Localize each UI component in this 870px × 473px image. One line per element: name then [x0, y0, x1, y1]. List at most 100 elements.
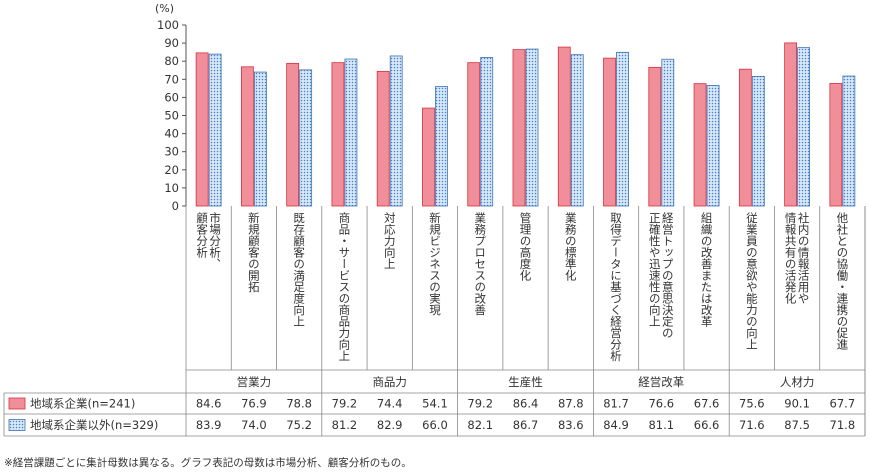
- data-value-label: 83.6: [558, 418, 584, 432]
- data-value-label: 84.6: [196, 397, 222, 411]
- y-tick-label: 80: [164, 54, 179, 68]
- group-label: 経営改革: [638, 375, 684, 389]
- bar-series-1: [376, 70, 390, 207]
- bar-series-2: [706, 85, 720, 207]
- category-label: 組織の改善または改革: [700, 212, 714, 327]
- bar-series-2: [299, 69, 313, 207]
- category-label: 社内の情報活用や: [797, 211, 811, 304]
- y-tick-label: 100: [157, 18, 179, 32]
- category-label: 業務の標準化: [564, 212, 578, 282]
- series-name-label: 地域系企業(n=241): [30, 397, 135, 411]
- bar-series-1: [512, 49, 526, 207]
- legend-swatch-series-2: [8, 419, 26, 431]
- category-label: 市場分析、: [208, 211, 222, 269]
- category-label: 経営トップの意思決定の: [661, 212, 675, 339]
- category-label: 業務プロセスの改善: [473, 212, 487, 316]
- y-tick-label: 10: [164, 181, 179, 195]
- data-value-label: 79.2: [332, 397, 358, 411]
- bar-series-2: [751, 76, 765, 207]
- y-unit-label: (%): [155, 2, 174, 15]
- data-value-label: 71.8: [830, 418, 856, 432]
- group-label: 生産性: [508, 375, 543, 389]
- category-label: 新規顧客の開拓: [247, 211, 261, 292]
- data-value-label: 75.2: [286, 418, 312, 432]
- category-label: 取得データに基づく経営分析: [609, 212, 623, 362]
- category-label: 従業員の意欲や能力の向上: [745, 212, 759, 350]
- y-tick-label: 60: [164, 90, 179, 104]
- bar-series-1: [648, 66, 662, 207]
- data-value-label: 79.2: [467, 397, 493, 411]
- footnote: ※経営課題ごとに集計母数は異なる。グラフ表記の母数は市場分析、顧客分析のもの。: [4, 457, 412, 469]
- bar-series-2: [208, 53, 222, 207]
- bar-series-1: [286, 62, 300, 207]
- bar-series-1: [784, 42, 797, 207]
- y-tick-label: 30: [164, 145, 179, 159]
- bar-series-2: [842, 75, 856, 207]
- category-label: 対応力向上: [383, 211, 397, 269]
- data-value-label: 87.8: [558, 397, 584, 411]
- data-value-label: 86.4: [513, 397, 539, 411]
- bar-series-1: [467, 62, 481, 207]
- bar-series-1: [557, 46, 571, 207]
- group-label: 人材力: [780, 375, 815, 389]
- data-value-label: 82.1: [467, 418, 493, 432]
- data-value-label: 81.2: [332, 418, 358, 432]
- data-value-label: 86.7: [513, 418, 539, 432]
- data-value-label: 75.6: [739, 397, 765, 411]
- y-tick-label: 50: [164, 109, 179, 123]
- data-value-label: 66.6: [694, 418, 720, 432]
- legend-swatch-series-1: [8, 397, 26, 410]
- bar-series-2: [389, 55, 403, 207]
- category-label: 正確性や迅速性の向上: [648, 212, 662, 327]
- bar-series-2: [616, 51, 629, 207]
- data-value-label: 83.9: [196, 418, 222, 432]
- y-tick-label: 90: [164, 36, 179, 50]
- category-label: 顧客分析: [195, 211, 209, 259]
- series-name-label: 地域系企業以外(n=329): [30, 418, 158, 432]
- bar-series-2: [435, 86, 448, 207]
- category-label: 新規ビジネスの実現: [428, 211, 442, 316]
- bar-series-2: [253, 71, 267, 207]
- data-value-label: 81.7: [603, 397, 629, 411]
- bar-series-1: [603, 57, 616, 207]
- bar-series-1: [195, 52, 209, 207]
- data-value-label: 66.0: [422, 418, 448, 432]
- bar-series-2: [661, 58, 675, 207]
- data-value-label: 76.9: [241, 397, 267, 411]
- group-label: 営業力: [237, 375, 272, 389]
- y-tick-label: 0: [172, 199, 179, 213]
- bar-series-1: [738, 68, 752, 207]
- bar-series-2: [480, 56, 494, 207]
- data-value-label: 76.6: [648, 397, 674, 411]
- bar-series-1: [693, 83, 707, 207]
- bar-series-2: [525, 48, 539, 207]
- data-value-label: 54.1: [422, 397, 448, 411]
- data-value-label: 74.4: [377, 397, 403, 411]
- data-value-label: 71.6: [739, 418, 765, 432]
- data-value-label: 82.9: [377, 418, 403, 432]
- y-tick-label: 20: [164, 163, 179, 177]
- data-value-label: 90.1: [784, 397, 810, 411]
- bar-series-1: [240, 66, 254, 207]
- category-label: 既存顧客の満足度向上: [292, 212, 306, 327]
- data-value-label: 74.0: [241, 418, 267, 432]
- category-label: 商品・サービスの商品力向上: [337, 211, 351, 361]
- bar-series-2: [344, 58, 358, 207]
- bar-series-2: [570, 54, 584, 207]
- bar-series-1: [422, 107, 435, 207]
- y-tick-label: 70: [164, 72, 179, 86]
- data-value-label: 81.1: [648, 418, 674, 432]
- category-label: 管理の高度化: [519, 211, 533, 282]
- data-value-label: 67.6: [694, 397, 720, 411]
- bar-series-1: [331, 62, 345, 207]
- data-value-label: 78.8: [286, 397, 312, 411]
- bar-series-1: [829, 83, 843, 207]
- bar-series-2: [797, 47, 810, 207]
- data-value-label: 87.5: [784, 418, 810, 432]
- category-label: 他社との協働・連携の促進: [835, 212, 849, 351]
- y-tick-label: 40: [164, 127, 179, 141]
- category-label: 情報共有の活発化: [784, 212, 798, 305]
- data-value-label: 84.9: [603, 418, 629, 432]
- group-label: 商品力: [372, 375, 407, 389]
